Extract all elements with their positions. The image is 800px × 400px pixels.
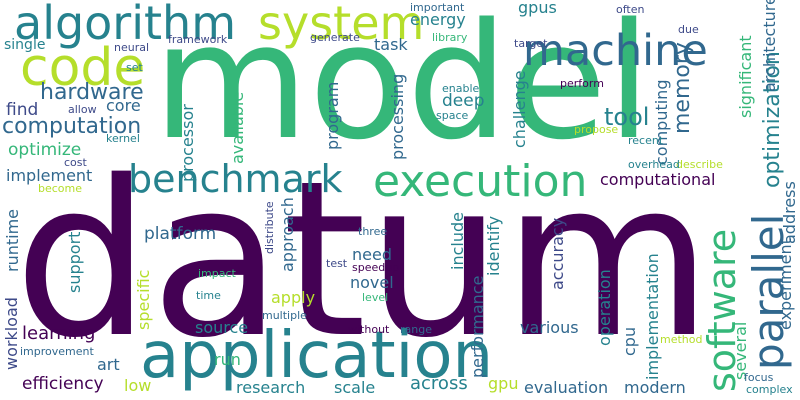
word-research: research (236, 378, 306, 397)
word-tool: tool (604, 103, 650, 131)
word-support: support (65, 231, 84, 293)
word-propose: propose (574, 123, 619, 136)
word-specific: specific (134, 269, 153, 330)
word-find: find (6, 100, 39, 120)
word-experiment: experiment (776, 238, 795, 330)
word-implementation: implementation (643, 253, 662, 380)
word-workload: workload (2, 297, 21, 370)
word-computing: computing (652, 79, 671, 165)
word-approach: approach (278, 197, 297, 272)
word-three: three (358, 225, 388, 238)
word-focus: focus (744, 371, 774, 384)
word-various: various (520, 318, 579, 337)
word-generate: generate (310, 31, 360, 44)
word-learning: learning (22, 323, 96, 344)
word-recent: recent (628, 134, 664, 147)
word-level: level (362, 291, 389, 304)
word-enable: enable (442, 82, 480, 95)
word-application: application (140, 319, 494, 393)
word-significant: significant (736, 35, 755, 118)
word-multiple: multiple (262, 309, 307, 322)
word-program: program (323, 81, 342, 150)
word-processing: processing (388, 73, 407, 160)
word-across: across (410, 373, 468, 394)
word-single: single (4, 37, 46, 53)
word-target: target (514, 37, 548, 50)
word-speedup: speedup (352, 261, 400, 274)
word-include: include (448, 212, 467, 270)
word-need: need (352, 245, 392, 264)
word-architecture: architecture (760, 0, 779, 92)
word-overhead: overhead (628, 158, 680, 171)
word-code: code (20, 38, 146, 98)
word-computational: computational (600, 170, 716, 189)
word-without: without (348, 323, 390, 336)
word-method: method (660, 333, 703, 346)
word-art: art (97, 355, 120, 374)
word-computation: computation (2, 114, 142, 139)
word-benchmark: benchmark (128, 157, 343, 201)
word-often: often (616, 3, 645, 16)
word-library: library (432, 31, 468, 44)
word-algorithm: algorithm (14, 0, 237, 50)
word-machine: machine (523, 26, 708, 76)
word-novel: novel (350, 273, 394, 292)
word-describe: describe (676, 158, 723, 171)
word-impact: impact (198, 267, 236, 280)
word-accuracy: accuracy (548, 217, 567, 290)
word-low: low (124, 376, 152, 395)
word-performance: performance (468, 275, 487, 378)
word-execution: execution (373, 156, 588, 207)
word-available: available (228, 91, 247, 164)
word-gpus: gpus (518, 0, 557, 17)
word-task: task (374, 35, 408, 54)
word-model: model (153, 0, 652, 175)
word-processor: processor (178, 104, 197, 182)
word-optimize: optimize (8, 140, 82, 160)
word-run: run (214, 350, 241, 369)
word-become: become (38, 182, 83, 195)
word-perform: perform (560, 77, 604, 90)
word-framework: framework (168, 33, 228, 46)
word-time: time (196, 289, 221, 302)
word-datum: datum (14, 134, 713, 385)
word-system: system (258, 0, 425, 50)
word-neural: neural (114, 41, 150, 54)
word-gpu: gpu (488, 374, 519, 393)
word-important: important (410, 1, 465, 14)
word-space: space (436, 109, 469, 122)
word-complex: complex (746, 383, 793, 396)
word-kernel: kernel (106, 132, 140, 145)
word-set: set (126, 61, 143, 74)
word-platform: platform (144, 224, 217, 244)
word-test: test (326, 257, 348, 270)
word-identify: identify (484, 215, 503, 276)
word-modern: modern (624, 378, 686, 397)
word-implement: implement (6, 166, 93, 185)
word-operation: operation (595, 269, 614, 346)
word-deep: deep (442, 91, 485, 111)
word-evaluation: evaluation (524, 378, 609, 397)
word-address: address (780, 181, 799, 244)
word-source: source (195, 318, 249, 337)
word-cpu: cpu (620, 326, 639, 356)
word-runtime: runtime (3, 208, 22, 272)
word-allow: allow (68, 103, 97, 116)
word-hardware: hardware (40, 80, 144, 105)
word-range: range (400, 323, 432, 336)
word-core: core (106, 96, 141, 115)
word-improvement: improvement (20, 345, 94, 358)
word-scale: scale (334, 378, 376, 397)
word-apply: apply (271, 288, 316, 307)
word-due: due (678, 23, 699, 36)
word-distribute: distribute (263, 201, 276, 254)
word-cost: cost (64, 156, 87, 169)
word-challenge: challenge (510, 70, 529, 148)
word-memory: memory (670, 42, 695, 134)
word-energy: energy (410, 10, 466, 29)
word-efficiency: efficiency (22, 374, 104, 394)
